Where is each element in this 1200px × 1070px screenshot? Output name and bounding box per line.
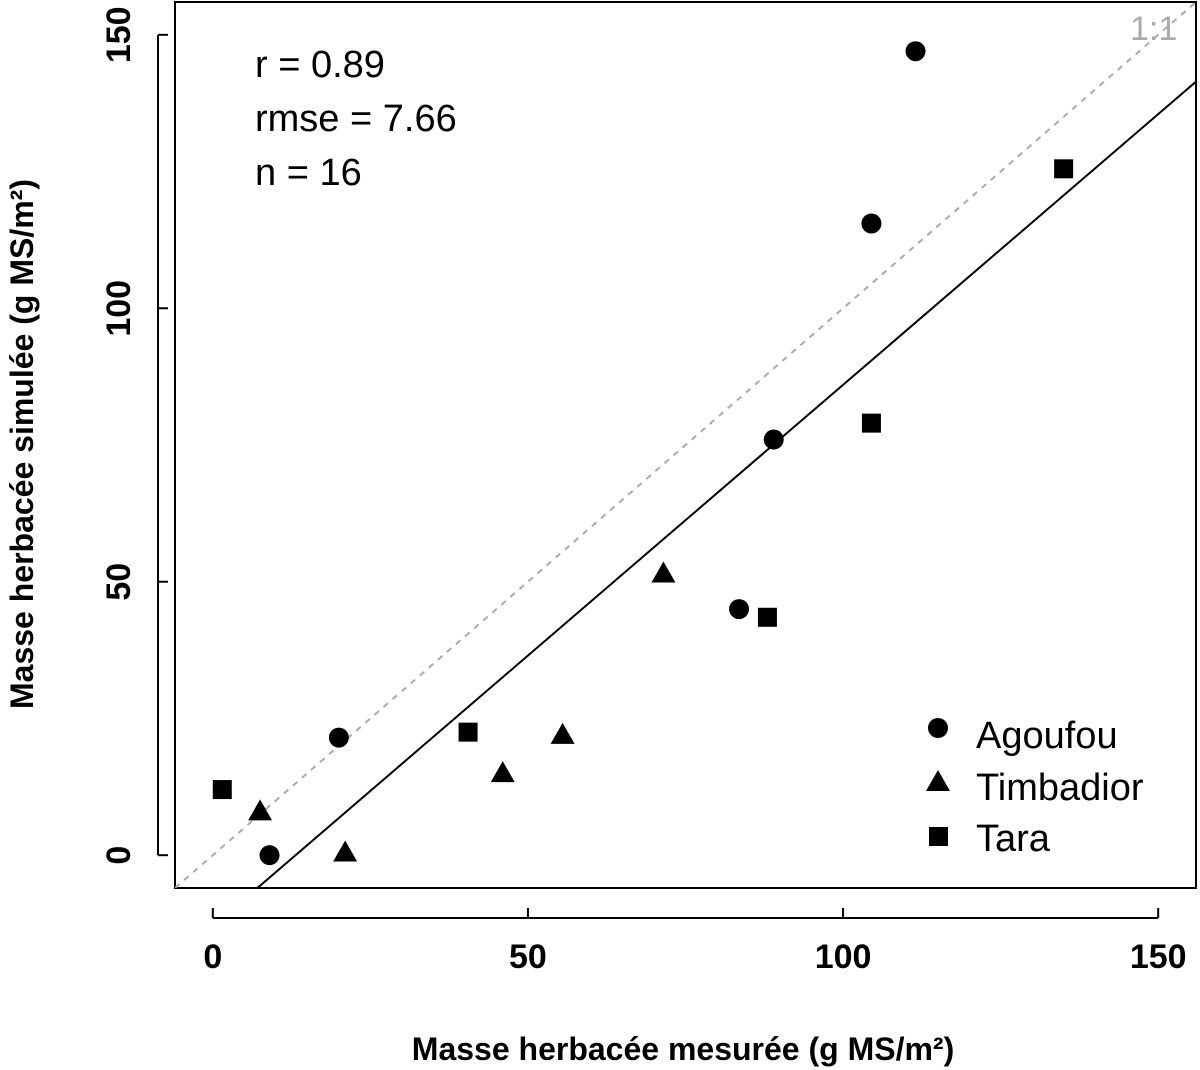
data-point-tara xyxy=(757,607,777,627)
legend-label-tara: Tara xyxy=(976,818,1051,860)
y-tick-label: 0 xyxy=(100,846,138,865)
data-point-tara xyxy=(458,722,478,742)
data-point-timbadior xyxy=(490,761,515,783)
data-point-tara xyxy=(861,413,881,433)
annotations: r = 0.89 rmse = 7.66 n = 16 1:1 xyxy=(255,10,1177,194)
data-point-agoufou xyxy=(861,213,882,234)
data-point-tara xyxy=(1054,159,1074,179)
legend-label-agoufou: Agoufou xyxy=(976,715,1118,757)
data-point-timbadior xyxy=(248,799,273,821)
y-tick-label: 50 xyxy=(100,563,138,601)
series-tara xyxy=(212,159,1074,800)
stat-n: n = 16 xyxy=(255,152,362,194)
x-axis-title: Masse herbacée mesurée (g MS/m²) xyxy=(412,1031,954,1067)
y-tick-label: 150 xyxy=(100,6,138,63)
x-tick-label: 0 xyxy=(203,938,222,976)
plot-area: 0 50 100 150 0 50 100 150 xyxy=(100,1,1197,976)
data-point-agoufou xyxy=(905,41,926,62)
regression-line xyxy=(255,80,1196,888)
legend-label-timbadior: Timbadior xyxy=(976,767,1144,809)
series-agoufou xyxy=(259,41,926,866)
data-point-tara xyxy=(212,780,232,800)
legend: Agoufou Timbadior Tara xyxy=(926,715,1144,860)
data-point-agoufou xyxy=(259,845,280,866)
y-tick-label: 100 xyxy=(100,280,138,337)
stat-r: r = 0.89 xyxy=(255,44,385,86)
reference-line-1-1 xyxy=(175,2,1196,888)
data-point-timbadior xyxy=(333,840,358,862)
legend-marker-tara xyxy=(929,827,948,846)
legend-marker-timbadior xyxy=(926,770,950,791)
data-point-agoufou xyxy=(729,599,750,620)
x-tick-label: 100 xyxy=(815,938,872,976)
plot-frame xyxy=(174,1,1197,889)
y-axis-title: Masse herbacée simulée (g MS/m²) xyxy=(4,179,40,709)
data-point-agoufou xyxy=(763,429,784,450)
stat-rmse: rmse = 7.66 xyxy=(255,98,457,140)
fit-lines xyxy=(175,2,1196,888)
data-point-timbadior xyxy=(651,561,676,583)
x-tick-label: 150 xyxy=(1130,938,1187,976)
data-point-agoufou xyxy=(328,727,349,748)
series-timbadior xyxy=(248,561,676,862)
data-point-timbadior xyxy=(550,722,575,744)
x-tick-label: 50 xyxy=(509,938,547,976)
reference-line-label: 1:1 xyxy=(1130,10,1177,48)
legend-marker-agoufou xyxy=(928,718,948,738)
